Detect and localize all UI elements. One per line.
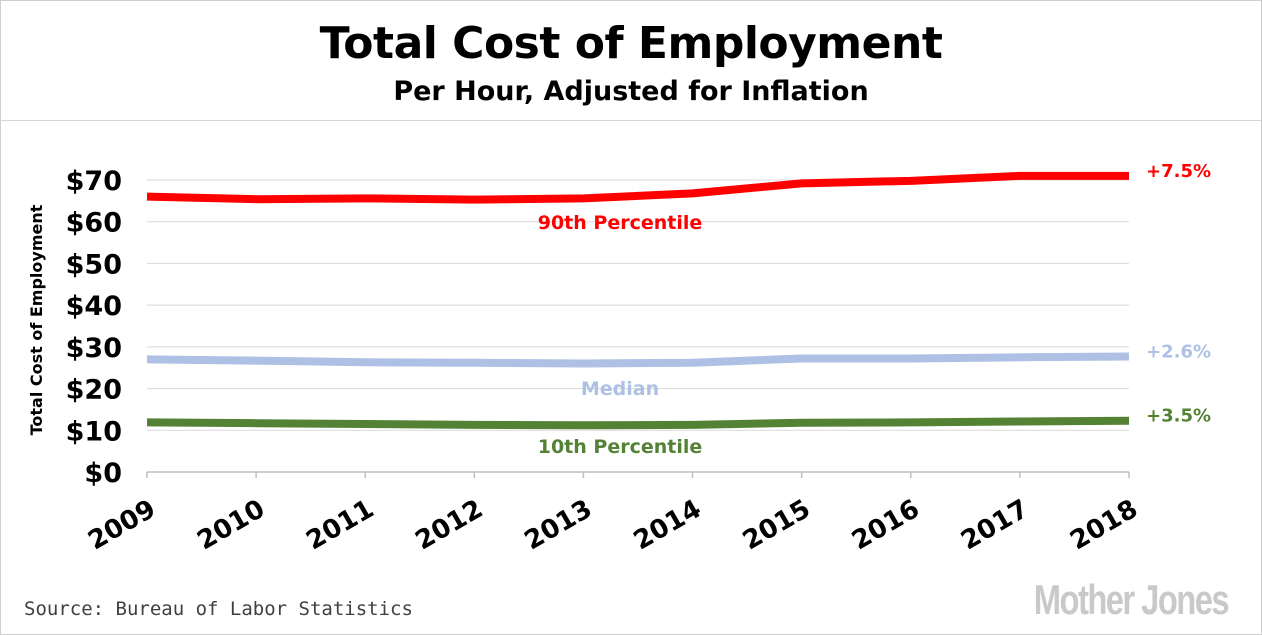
- x-tick-label: 2015: [738, 494, 816, 556]
- chart-title: Total Cost of Employment: [319, 18, 943, 69]
- x-tick-label: 2010: [192, 494, 270, 556]
- x-tick-labels: 2009 2010 2011 2012 2013 2014 2015 2016 2017 2018: [83, 494, 1143, 556]
- x-axis: [146, 471, 1130, 478]
- x-tick-label: 2016: [847, 494, 925, 556]
- series-labels: 90th Percentile +7.5% Median +2.6% 10th Perc…: [538, 161, 1211, 458]
- y-tick-label: $10: [66, 416, 122, 447]
- y-tick-label: $0: [84, 458, 122, 489]
- series-lines: [146, 171, 1130, 430]
- x-tick-label: 2009: [83, 494, 161, 556]
- y-tick-label: $60: [66, 208, 122, 239]
- x-tick-label: 2013: [520, 494, 598, 556]
- end-label-median: +2.6%: [1146, 341, 1211, 362]
- end-label-90th-percentile: +7.5%: [1146, 161, 1211, 182]
- y-tick-label: $40: [66, 291, 122, 322]
- series-line-90th-percentile: [146, 171, 1129, 204]
- x-tick-label: 2012: [411, 494, 489, 556]
- y-tick-label: $30: [66, 333, 122, 364]
- x-tick-label: 2014: [629, 494, 707, 556]
- x-tick-label: 2017: [956, 494, 1034, 556]
- y-tick-label: $20: [66, 375, 122, 406]
- mother-jones-logo: Mother Jones: [1033, 576, 1230, 623]
- source-note: Source: Bureau of Labor Statistics: [24, 598, 413, 620]
- x-tick-label: 2018: [1065, 494, 1143, 556]
- end-label-10th-percentile: +3.5%: [1146, 406, 1211, 427]
- series-line-10th-percentile: [146, 416, 1130, 430]
- series-label-10th-percentile: 10th Percentile: [538, 436, 703, 458]
- series-label-median: Median: [581, 378, 659, 400]
- title-divider: [0, 120, 1262, 121]
- x-tick-label: 2011: [301, 494, 379, 556]
- series-line-median: [146, 352, 1130, 368]
- chart-subtitle: Per Hour, Adjusted for Inflation: [393, 76, 869, 107]
- y-tick-label: $50: [66, 249, 122, 280]
- y-tick-labels: $0 $10 $20 $30 $40 $50 $60 $70: [66, 166, 122, 489]
- y-axis-label: Total Cost of Employment: [27, 204, 46, 435]
- y-tick-label: $70: [66, 166, 122, 197]
- series-label-90th-percentile: 90th Percentile: [538, 212, 703, 234]
